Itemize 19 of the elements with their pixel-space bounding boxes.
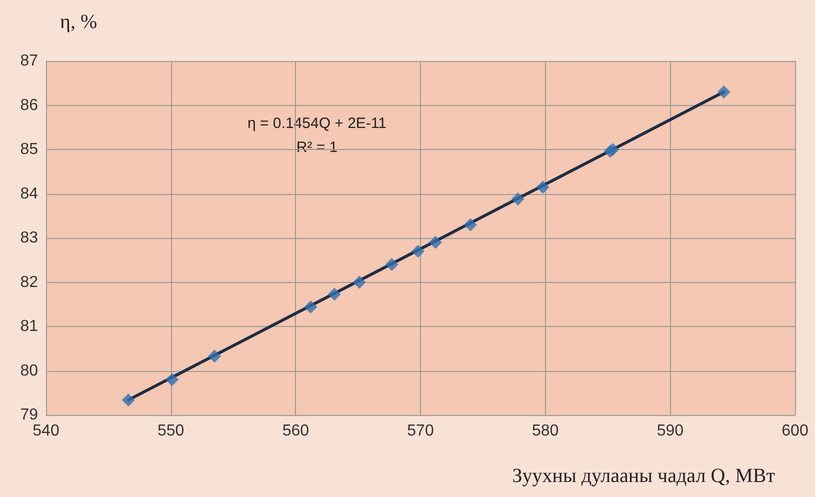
y-axis-title: η, % — [60, 11, 98, 33]
x-tick-label: 570 — [407, 422, 434, 440]
y-tick-label: 80 — [20, 362, 38, 380]
y-tick-label: 81 — [20, 318, 38, 335]
y-tick-label: 83 — [20, 230, 38, 246]
x-tick-label: 580 — [532, 422, 559, 440]
y-tick-label: 86 — [20, 96, 38, 114]
x-tick-label: 600 — [782, 422, 808, 440]
y-tick-label: 82 — [20, 274, 38, 291]
y-tick-label: 79 — [20, 406, 38, 424]
x-tick-label: 540 — [32, 422, 60, 440]
x-tick-label: 560 — [282, 422, 310, 440]
x-axis-title: Зуухны дулааны чадал Q, МВт — [512, 465, 776, 487]
y-tick-label: 85 — [20, 141, 38, 158]
y-tick-label: 87 — [20, 52, 38, 70]
x-tick-label: 590 — [656, 422, 684, 440]
annotation: η = 0.1454Q + 2E-11 — [248, 115, 386, 132]
y-tick-label: 84 — [20, 185, 38, 202]
x-tick-label: 550 — [157, 422, 184, 440]
